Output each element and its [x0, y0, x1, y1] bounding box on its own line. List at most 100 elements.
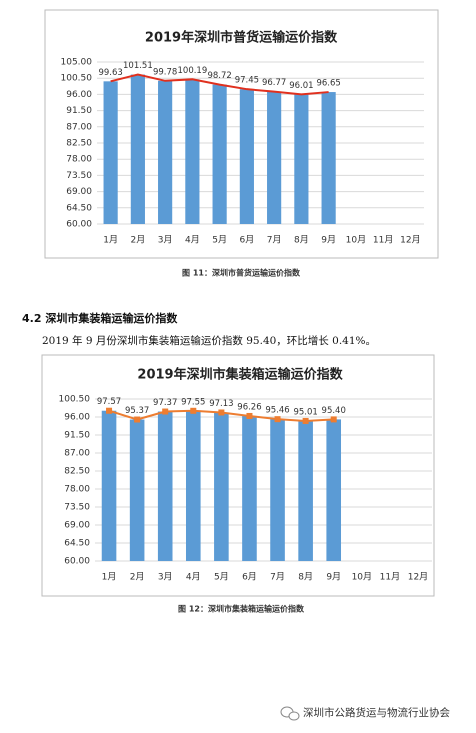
data-label: 96.65	[316, 79, 340, 89]
y-tick-label: 69.00	[64, 521, 90, 531]
y-tick-label: 100.50	[59, 395, 91, 405]
marker	[302, 417, 309, 424]
data-label: 95.46	[265, 406, 289, 416]
x-tick-label: 1月	[103, 235, 118, 246]
x-tick-label: 5月	[214, 572, 229, 583]
x-tick-label: 11月	[380, 572, 400, 583]
x-tick-label: 8月	[294, 235, 309, 246]
bar	[321, 92, 336, 224]
y-tick-label: 64.50	[64, 539, 90, 549]
bar	[214, 412, 229, 561]
x-tick-label: 7月	[270, 572, 285, 583]
wechat-icon	[280, 706, 300, 721]
chart-title: 2019年深圳市集装箱运输运价指数	[137, 367, 343, 383]
x-tick-label: 4月	[185, 235, 200, 246]
data-label: 100.19	[178, 66, 208, 76]
chart-frame	[41, 354, 435, 597]
x-tick-label: 5月	[212, 235, 227, 246]
bar	[101, 410, 117, 561]
x-tick-label: 3月	[158, 572, 173, 583]
marker	[218, 409, 225, 416]
x-tick-label: 11月	[373, 235, 393, 246]
y-tick-label: 60.00	[64, 557, 90, 567]
x-tick-label: 2月	[131, 235, 146, 246]
data-label: 97.45	[235, 76, 259, 86]
bar	[103, 81, 118, 224]
data-label: 99.63	[98, 68, 122, 78]
data-label: 101.51	[123, 61, 153, 71]
y-tick-label: 64.50	[66, 203, 92, 213]
y-tick-label: 87.00	[66, 122, 92, 132]
y-tick-label: 69.00	[66, 187, 92, 197]
x-tick-label: 2月	[130, 572, 145, 583]
x-tick-label: 9月	[326, 572, 341, 583]
bar	[130, 74, 145, 225]
trend-line	[110, 73, 329, 96]
x-tick-label: 3月	[158, 235, 173, 246]
chart-title: 2019年深圳市普货运输运价指数	[145, 30, 338, 46]
bar	[239, 89, 254, 225]
data-label: 95.40	[322, 406, 346, 416]
marker	[330, 416, 337, 423]
y-tick-label: 60.00	[66, 220, 92, 230]
marker	[190, 407, 197, 414]
bar	[157, 411, 173, 561]
bar	[294, 94, 309, 224]
data-label: 98.72	[207, 71, 231, 81]
x-tick-label: 12月	[408, 572, 428, 583]
data-label: 96.26	[237, 402, 261, 412]
y-tick-label: 82.50	[66, 139, 92, 149]
y-tick-label: 100.50	[61, 74, 93, 84]
data-label: 96.01	[289, 81, 313, 91]
data-label: 95.01	[293, 407, 317, 417]
bar	[270, 419, 285, 561]
y-tick-label: 105.00	[61, 58, 93, 68]
data-label: 95.37	[125, 406, 149, 416]
x-tick-label: 9月	[321, 235, 336, 246]
x-tick-label: 6月	[240, 235, 255, 246]
caption: 图 12：深圳市集装箱运输运价指数	[178, 604, 305, 614]
y-tick-label: 87.00	[64, 449, 90, 459]
bar	[185, 410, 201, 561]
data-label: 96.77	[262, 78, 286, 88]
y-tick-label: 91.50	[64, 431, 90, 441]
marker	[134, 416, 141, 423]
data-label: 99.78	[153, 67, 177, 77]
caption: 图 11：深圳市普货运输运价指数	[182, 268, 301, 278]
y-tick-label: 82.50	[64, 467, 90, 477]
bar	[242, 415, 257, 561]
x-tick-label: 6月	[242, 572, 257, 583]
data-label: 97.13	[209, 399, 233, 409]
y-tick-label: 73.50	[64, 503, 90, 513]
bar	[326, 419, 342, 561]
y-tick-label: 96.00	[66, 90, 92, 100]
data-label: 97.55	[181, 397, 205, 407]
x-tick-label: 7月	[267, 235, 282, 246]
watermark: 深圳市公路货运与物流行业协会	[303, 706, 450, 719]
y-tick-label: 78.00	[66, 155, 92, 165]
y-tick-label: 78.00	[64, 485, 90, 495]
bar	[267, 91, 282, 225]
x-tick-label: 1月	[102, 572, 117, 583]
x-tick-label: 10月	[352, 572, 372, 583]
section-heading: 4.2 深圳市集装箱运输运价指数	[22, 311, 178, 325]
y-tick-label: 91.50	[66, 106, 92, 116]
paragraph: 2019 年 9 月份深圳市集装箱运输运价指数 95.40，环比增长 0.41%…	[42, 334, 376, 347]
data-label: 97.37	[153, 398, 177, 408]
marker	[274, 416, 281, 423]
data-label: 97.57	[97, 397, 121, 407]
bar	[298, 420, 313, 561]
x-tick-label: 10月	[346, 235, 366, 246]
bar	[185, 79, 200, 224]
x-tick-label: 4月	[186, 572, 201, 583]
x-tick-label: 8月	[298, 572, 313, 583]
x-tick-label: 12月	[400, 235, 420, 246]
y-tick-label: 96.00	[64, 413, 90, 423]
marker	[246, 412, 253, 419]
marker	[162, 408, 169, 415]
bar	[158, 80, 173, 225]
bar	[129, 419, 145, 561]
marker	[106, 407, 113, 414]
